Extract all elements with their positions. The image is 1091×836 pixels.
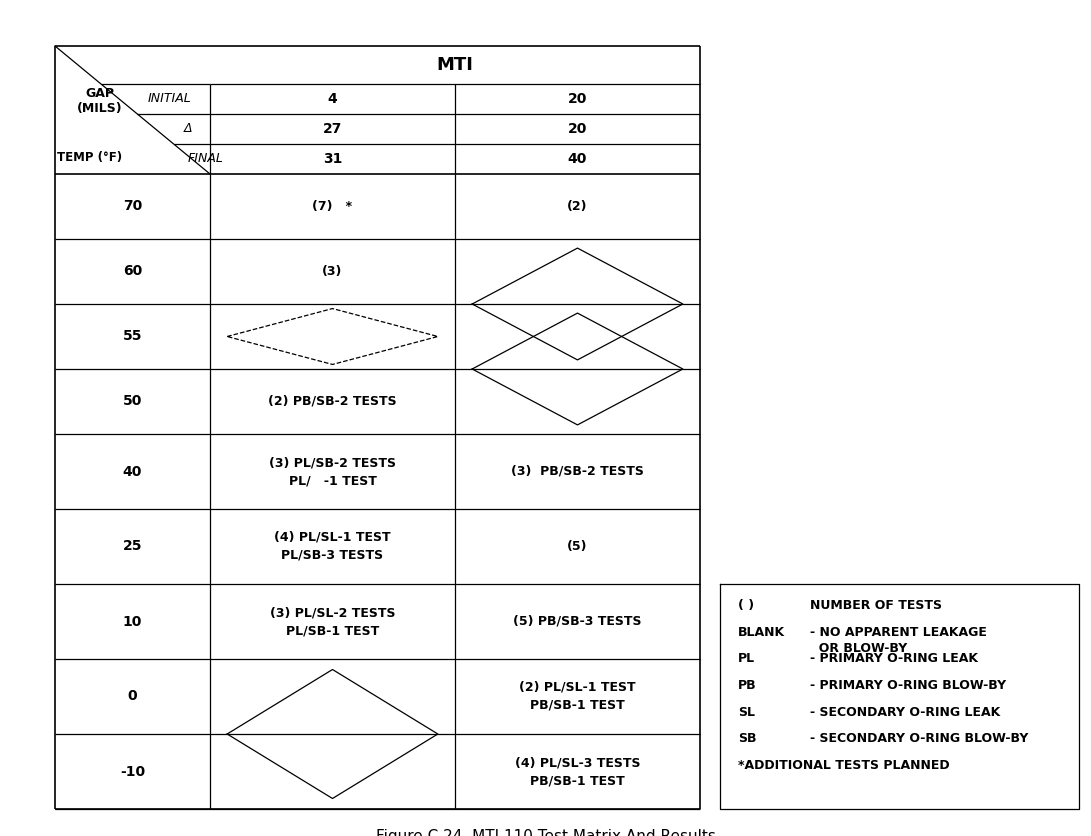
Text: Figure C.24  MTI 110 Test Matrix And Results: Figure C.24 MTI 110 Test Matrix And Resu… [375,829,716,836]
Text: (2) PL/SL-1 TEST
PB/SB-1 TEST: (2) PL/SL-1 TEST PB/SB-1 TEST [519,681,636,712]
Text: 40: 40 [123,465,142,478]
Text: (5): (5) [567,540,588,553]
Text: (2): (2) [567,200,588,213]
Text: TEMP (°F): TEMP (°F) [58,151,122,165]
Text: (4) PL/SL-1 TEST
PL/SB-3 TESTS: (4) PL/SL-1 TEST PL/SB-3 TESTS [274,531,391,562]
Text: - SECONDARY O-RING BLOW-BY: - SECONDARY O-RING BLOW-BY [810,732,1029,746]
Text: (5) PB/SB-3 TESTS: (5) PB/SB-3 TESTS [513,615,642,628]
Text: 4: 4 [327,92,337,106]
Text: (7)   *: (7) * [312,200,352,213]
Text: (3) PL/SL-2 TESTS
PL/SB-1 TEST: (3) PL/SL-2 TESTS PL/SB-1 TEST [269,606,395,637]
Text: (4) PL/SL-3 TESTS
PB/SB-1 TEST: (4) PL/SL-3 TESTS PB/SB-1 TEST [515,756,640,787]
Text: 70: 70 [123,200,142,213]
Text: BLANK: BLANK [738,625,786,639]
Text: PB: PB [738,679,757,692]
Text: Δ: Δ [183,123,192,135]
Text: 60: 60 [123,264,142,278]
Text: GAP
(MILS): GAP (MILS) [77,87,123,115]
Text: PL: PL [738,652,755,665]
Text: - PRIMARY O-RING BLOW-BY: - PRIMARY O-RING BLOW-BY [810,679,1006,692]
Text: (3)  PB/SB-2 TESTS: (3) PB/SB-2 TESTS [511,465,644,478]
Text: -10: -10 [120,764,145,778]
Text: INITIAL: INITIAL [147,93,191,105]
Text: NUMBER OF TESTS: NUMBER OF TESTS [810,599,942,612]
Text: FINAL: FINAL [188,152,224,166]
Text: 25: 25 [123,539,142,553]
Text: 20: 20 [567,122,587,136]
Text: (3) PL/SB-2 TESTS
PL/   -1 TEST: (3) PL/SB-2 TESTS PL/ -1 TEST [269,456,396,487]
Text: (2) PB/SB-2 TESTS: (2) PB/SB-2 TESTS [268,395,397,408]
Text: 0: 0 [128,690,137,704]
Text: 31: 31 [323,152,343,166]
Text: - PRIMARY O-RING LEAK: - PRIMARY O-RING LEAK [810,652,978,665]
Text: ( ): ( ) [738,599,754,612]
Text: - NO APPARENT LEAKAGE
  OR BLOW-BY: - NO APPARENT LEAKAGE OR BLOW-BY [810,625,987,655]
Text: MTI: MTI [436,56,473,74]
Text: SL: SL [738,706,755,719]
Text: SB: SB [738,732,756,746]
Text: 20: 20 [567,92,587,106]
Text: 55: 55 [123,329,142,344]
Text: 50: 50 [123,395,142,409]
Text: 27: 27 [323,122,343,136]
Text: - SECONDARY O-RING LEAK: - SECONDARY O-RING LEAK [810,706,1000,719]
Text: 10: 10 [123,614,142,629]
Text: (3): (3) [322,265,343,278]
Text: 40: 40 [567,152,587,166]
Text: *ADDITIONAL TESTS PLANNED: *ADDITIONAL TESTS PLANNED [738,759,949,772]
